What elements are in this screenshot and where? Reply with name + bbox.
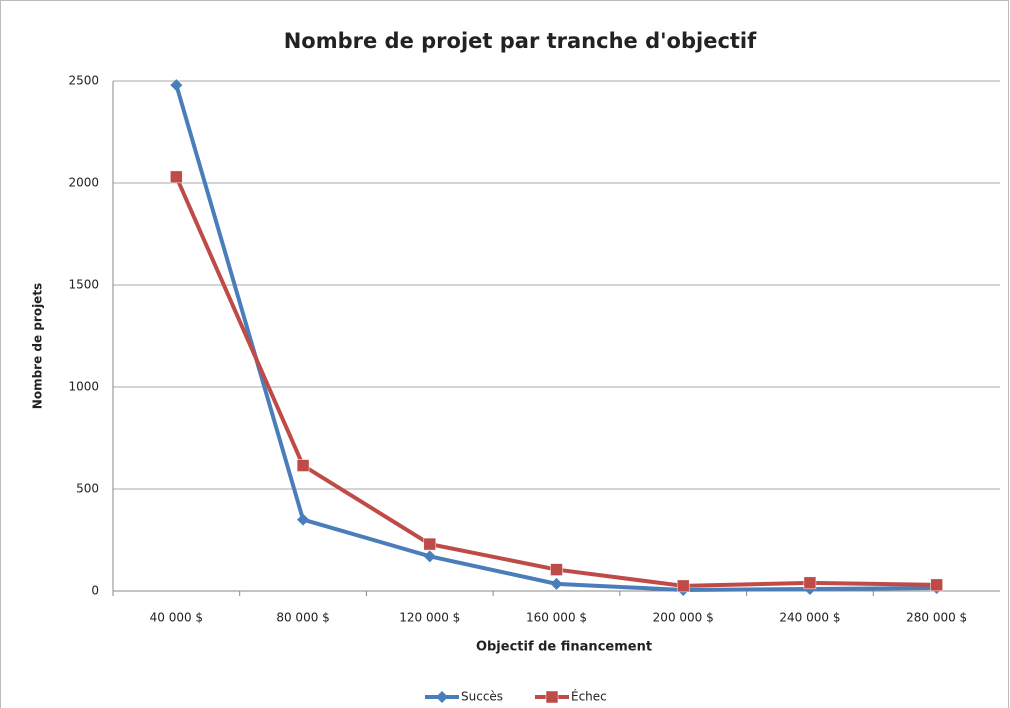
x-tick-label: 120 000 $	[399, 611, 460, 625]
marker	[297, 513, 310, 526]
y-tick-label: 2500	[68, 74, 99, 88]
y-tick-label: 1000	[68, 380, 99, 394]
y-tick-label: 0	[91, 584, 99, 598]
marker	[803, 576, 817, 590]
marker	[930, 578, 943, 592]
marker	[436, 691, 448, 703]
marker	[676, 579, 690, 593]
y-tick-label: 2000	[68, 176, 99, 190]
y-axis-label: Nombre de projets	[31, 283, 45, 409]
x-tick-label: 80 000 $	[276, 611, 329, 625]
x-tick-label: 160 000 $	[526, 611, 587, 625]
chart-title: Nombre de projet par tranche d'objectif	[284, 29, 757, 53]
marker	[423, 537, 437, 551]
legend-label: Succès	[461, 690, 503, 704]
y-tick-label: 1500	[68, 278, 99, 292]
x-tick-label: 40 000 $	[150, 611, 203, 625]
y-tick-label: 500	[76, 482, 99, 496]
legend-label: Échec	[571, 689, 607, 704]
marker	[550, 577, 563, 590]
x-tick-label: 200 000 $	[653, 611, 714, 625]
marker	[423, 550, 436, 563]
x-tick-label: 280 000 $	[906, 611, 967, 625]
marker	[550, 563, 563, 576]
marker	[296, 459, 310, 472]
x-tick-label: 240 000 $	[779, 611, 840, 625]
x-axis-label: Objectif de financement	[476, 640, 652, 655]
marker	[170, 170, 183, 184]
marker	[170, 79, 183, 92]
marker	[545, 690, 559, 704]
